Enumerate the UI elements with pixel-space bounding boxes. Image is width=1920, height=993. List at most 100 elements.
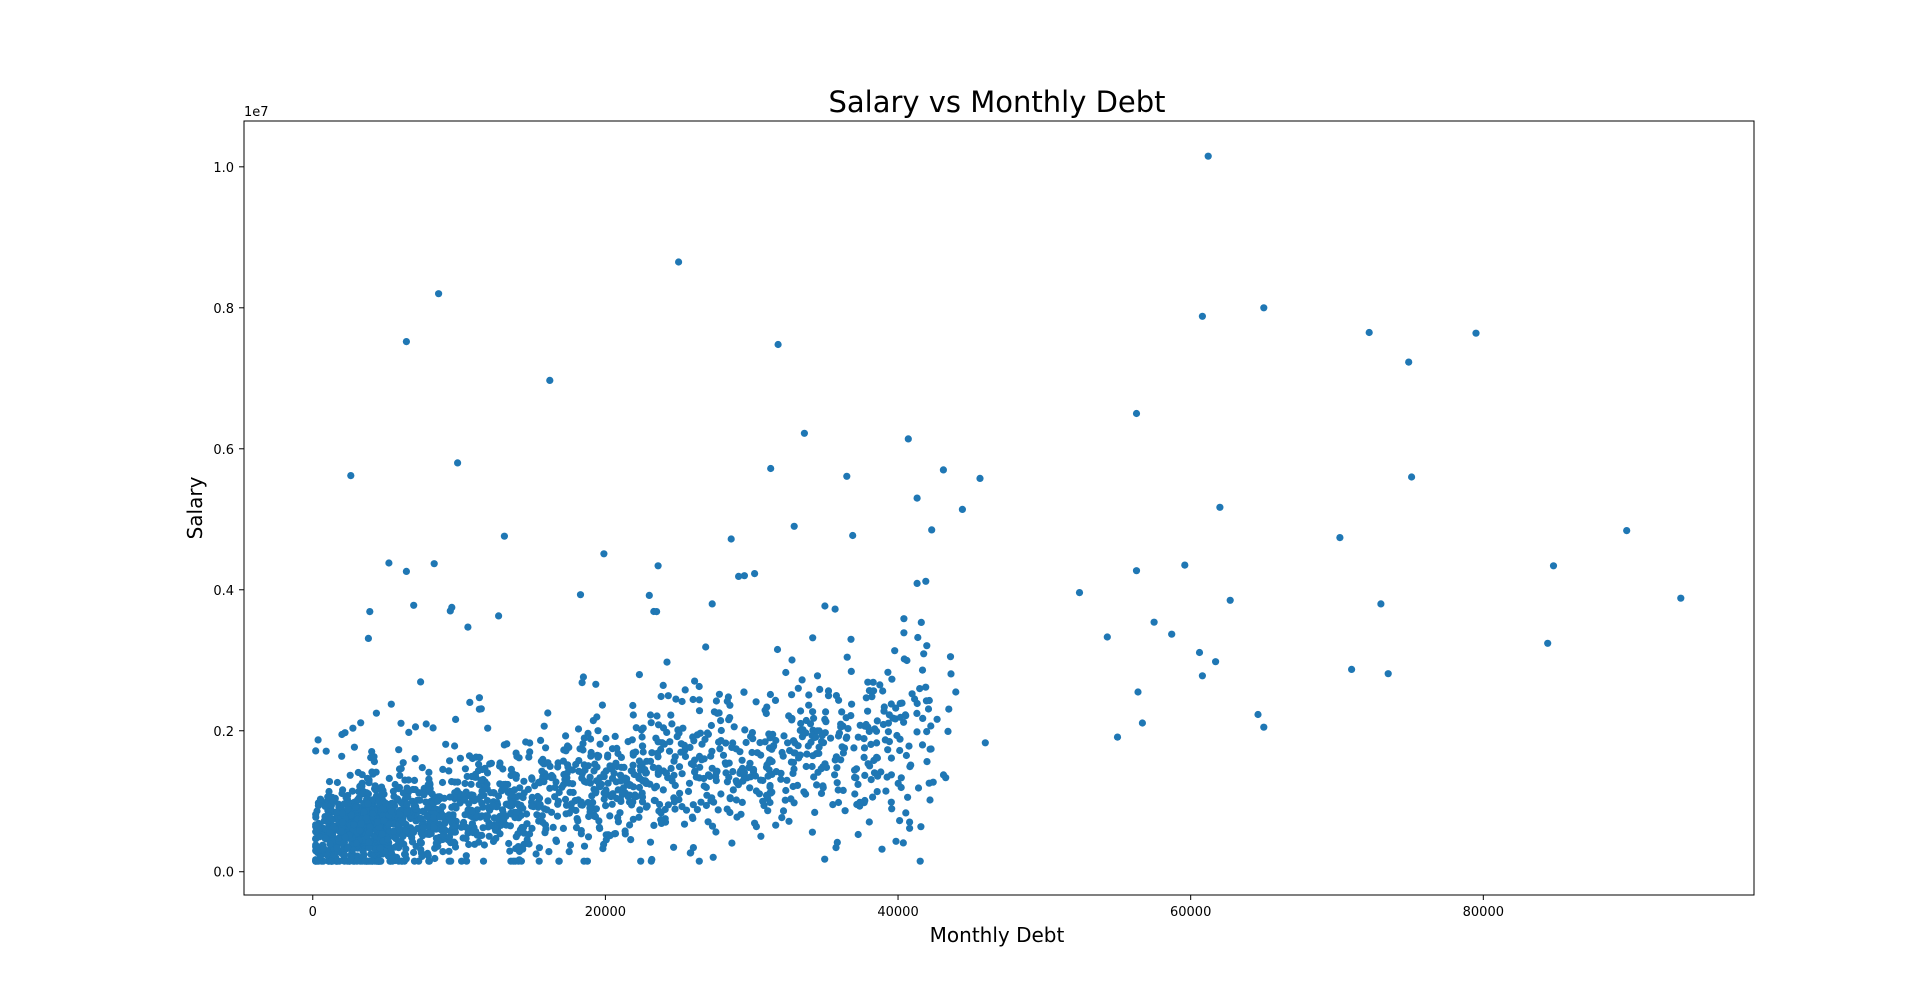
- data-point: [861, 771, 869, 780]
- data-point: [665, 747, 674, 755]
- data-point: [562, 732, 570, 740]
- data-point: [402, 567, 410, 576]
- data-point: [585, 812, 593, 821]
- data-point: [410, 848, 418, 857]
- data-point: [913, 579, 921, 588]
- data-point: [751, 570, 759, 578]
- data-point: [810, 714, 818, 722]
- data-point: [528, 802, 536, 810]
- data-point: [587, 735, 595, 743]
- data-point: [384, 835, 392, 844]
- data-point: [647, 719, 655, 727]
- data-point: [1212, 658, 1220, 666]
- data-point: [371, 782, 379, 790]
- data-point: [856, 721, 864, 729]
- data-point: [538, 767, 546, 775]
- data-point: [926, 796, 934, 804]
- data-point: [333, 844, 341, 852]
- data-point: [922, 577, 930, 585]
- data-point: [771, 696, 780, 705]
- data-point: [732, 796, 741, 804]
- data-point: [514, 830, 522, 838]
- data-point: [671, 805, 679, 813]
- data-point: [398, 817, 406, 826]
- data-point: [879, 687, 887, 695]
- data-point: [689, 695, 697, 704]
- data-point: [896, 817, 904, 825]
- data-point: [347, 472, 355, 480]
- data-point: [312, 747, 320, 755]
- data-point: [691, 677, 699, 685]
- data-point: [327, 857, 335, 865]
- data-point: [431, 854, 439, 863]
- data-point: [410, 857, 419, 865]
- data-point: [976, 474, 984, 482]
- data-point: [385, 559, 393, 567]
- data-point: [802, 729, 810, 737]
- y-tick-label: 0.8: [213, 302, 234, 317]
- data-point: [438, 811, 447, 819]
- data-point: [484, 724, 492, 732]
- data-point: [587, 752, 595, 760]
- data-point: [429, 814, 437, 822]
- data-point: [821, 760, 829, 768]
- data-point: [822, 708, 830, 716]
- data-point: [1408, 473, 1416, 481]
- data-point: [650, 821, 658, 830]
- data-point: [395, 746, 403, 754]
- data-point: [670, 771, 678, 779]
- data-point: [922, 697, 931, 705]
- data-point: [438, 778, 447, 787]
- data-point: [514, 800, 522, 808]
- data-point: [862, 694, 870, 702]
- data-point: [837, 723, 845, 731]
- data-point: [589, 717, 597, 725]
- data-point: [544, 759, 552, 767]
- data-point: [923, 728, 931, 736]
- data-point: [770, 742, 778, 750]
- data-point: [592, 805, 601, 813]
- data-point: [606, 762, 614, 770]
- data-point: [848, 700, 856, 708]
- data-point: [424, 852, 432, 860]
- data-point: [905, 742, 913, 750]
- data-point: [364, 634, 372, 643]
- data-point: [422, 798, 430, 806]
- data-point: [340, 857, 349, 865]
- data-point: [502, 821, 510, 829]
- data-point: [945, 705, 953, 713]
- data-point: [738, 756, 746, 764]
- data-point: [717, 726, 725, 735]
- data-point: [719, 751, 728, 759]
- data-point: [654, 768, 662, 776]
- data-point: [803, 750, 811, 758]
- data-point: [540, 722, 548, 730]
- data-point: [885, 738, 894, 746]
- data-point: [882, 787, 890, 795]
- data-point: [790, 522, 798, 530]
- data-point: [916, 685, 924, 693]
- data-point: [1549, 562, 1558, 570]
- data-point: [681, 686, 689, 694]
- data-point: [884, 719, 893, 727]
- data-point: [578, 679, 586, 687]
- data-point: [913, 494, 921, 502]
- data-point: [841, 807, 849, 815]
- data-point: [499, 809, 507, 817]
- y-tick-label: 0.2: [213, 725, 234, 740]
- data-point: [532, 850, 540, 858]
- data-point: [1260, 723, 1268, 731]
- data-point: [366, 608, 374, 616]
- data-point: [887, 798, 895, 806]
- data-point: [410, 802, 418, 810]
- data-point: [365, 828, 373, 837]
- chart-title: Salary vs Monthly Debt: [828, 85, 1165, 119]
- data-point: [581, 766, 589, 774]
- data-point: [657, 692, 665, 701]
- data-point: [554, 763, 562, 771]
- data-point: [537, 736, 545, 745]
- data-point: [591, 760, 599, 768]
- data-point: [730, 723, 738, 731]
- data-point: [707, 752, 715, 760]
